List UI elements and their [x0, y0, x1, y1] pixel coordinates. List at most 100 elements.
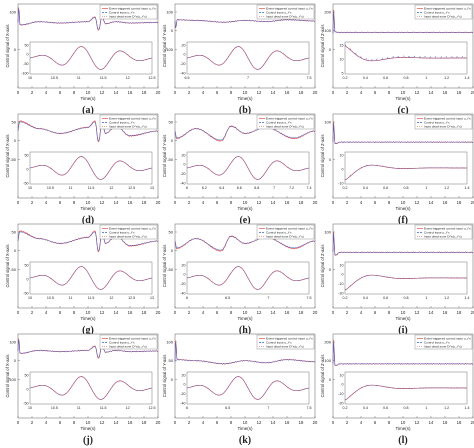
legend-label: Input dead-zone D^x(u_i^x)	[424, 15, 462, 19]
inset-y-tick-label: 0	[27, 387, 29, 391]
y-axis-label: Control signal of X-axis	[5, 244, 10, 287]
legend-label: Input dead-zone D^x(u_i^x)	[266, 235, 304, 239]
inset-x-tick-label: 11	[69, 296, 73, 300]
inset-y-tick-label: -50	[23, 181, 28, 185]
x-tick-label: 20	[313, 200, 318, 205]
legend-label: Input dead-zone D^x(u_i^x)	[109, 235, 147, 239]
x-tick-label: 18	[457, 420, 462, 425]
x-tick-label: 4	[45, 90, 48, 95]
x-tick-label: 10	[86, 420, 91, 425]
panel-e: Control signal of Y-axis 0 2 4 6 8 10 12 14 16 18 2…	[162, 113, 318, 226]
x-tick-label: 10	[243, 200, 248, 205]
inset-y-tick-label: 50	[25, 43, 29, 47]
x-tick-label: 10	[401, 90, 406, 95]
x-tick-label: 0	[17, 420, 20, 425]
x-tick-label: 8	[230, 200, 233, 205]
x-tick-label: 0	[332, 310, 335, 315]
x-axis-label: Time(s)	[237, 206, 253, 211]
x-tick-label: 4	[45, 200, 48, 205]
inset: 6 6.5 7 7.5 20 0 -20 -40	[180, 261, 312, 300]
panel-label: (d)	[82, 215, 94, 226]
x-tick-label: 2	[188, 90, 191, 95]
legend-label: Event-triggered control input u_i^x	[109, 7, 156, 11]
x-tick-label: 20	[471, 420, 474, 425]
inset-x-tick-label: 0.8	[404, 406, 409, 410]
legend-label: Input dead-zone D^x(u_i^x)	[266, 15, 304, 19]
x-tick-label: 0	[17, 310, 20, 315]
x-tick-label: 20	[156, 420, 161, 425]
y-tick-label: 0	[329, 47, 332, 52]
inset-y-tick-label: 0	[342, 167, 344, 171]
x-tick-label: 6	[374, 310, 377, 315]
inset-y-tick-label: -40	[180, 401, 185, 405]
inset-x-tick-label: 6.5	[185, 76, 190, 80]
series-line-control	[332, 342, 474, 366]
x-axis-label: Time(s)	[395, 96, 411, 101]
panel-label: (k)	[239, 435, 251, 446]
x-tick-label: 14	[429, 310, 434, 315]
x-tick-label: 2	[346, 310, 349, 315]
inset-y-tick-label: -50	[23, 401, 28, 405]
x-tick-label: 4	[202, 310, 205, 315]
x-axis-label: Time(s)	[395, 426, 411, 431]
inset-series-control	[29, 46, 153, 70]
x-tick-label: 12	[257, 200, 262, 205]
legend-frame	[256, 334, 315, 350]
x-axis-label: Time(s)	[80, 206, 96, 211]
inset-series-control	[186, 156, 310, 180]
x-tick-label: 2	[31, 420, 34, 425]
panel-g: Control signal of X-axis 0 2 4 6 8 10 12 14 16 18 2…	[5, 223, 161, 336]
inset-x-tick-label: 1.2	[444, 406, 449, 410]
x-tick-label: 6	[59, 200, 62, 205]
legend-label: Event-triggered control input u_i^x	[424, 7, 471, 11]
inset-x-tick-label: 12.5	[149, 406, 156, 410]
x-tick-label: 4	[360, 310, 363, 315]
inset-x-tick-label: 0.2	[343, 296, 348, 300]
inset-x-tick-label: 0.8	[404, 76, 409, 80]
x-tick-label: 6	[216, 200, 219, 205]
y-tick-label: 0	[171, 138, 174, 143]
y-axis-label: Control signal of Y-axis	[162, 25, 167, 68]
y-tick-label: 100	[324, 120, 331, 125]
x-axis-label: Time(s)	[80, 96, 96, 101]
legend-frame	[414, 114, 473, 130]
x-tick-label: 4	[202, 200, 205, 205]
inset-x-tick-label: 6.8	[254, 186, 259, 190]
x-tick-label: 16	[285, 200, 290, 205]
x-tick-label: 18	[142, 420, 147, 425]
inset-x-tick-label: 12	[109, 296, 113, 300]
x-tick-label: 8	[73, 200, 76, 205]
inset-x-tick-label: 7.5	[307, 406, 312, 410]
legend-label: Input dead-zone D^x(u_i^x)	[109, 345, 147, 349]
inset-x-tick-label: 11.5	[100, 406, 107, 410]
x-tick-label: 4	[360, 420, 363, 425]
y-axis-label: Control signal of X-axis	[5, 134, 10, 177]
legend: Event-triggered control input u_i^xContr…	[99, 4, 158, 20]
inset-x-tick-label: 0.4	[363, 296, 368, 300]
y-tick-label: 100	[324, 28, 331, 33]
legend-label: Input dead-zone D^x(u_i^x)	[424, 125, 462, 129]
legend-frame	[414, 4, 473, 20]
legend: Event-triggered control input u_i^xContr…	[414, 334, 473, 350]
legend-label: Control input u_i^x	[266, 231, 292, 235]
x-tick-label: 0	[174, 90, 177, 95]
legend-frame	[99, 4, 158, 20]
inset: 0.2 0.4 0.6 0.8 1 1.2 1.4 15 10 5	[340, 41, 470, 80]
x-tick-label: 2	[188, 200, 191, 205]
inset-x-tick-label: 7.2	[289, 186, 294, 190]
inset-y-tick-label: 50	[25, 263, 29, 267]
y-tick-label: 200	[324, 10, 331, 15]
x-tick-label: 20	[156, 90, 161, 95]
y-tick-label: 0	[14, 138, 17, 143]
legend-frame	[256, 114, 315, 130]
x-tick-label: 0	[174, 310, 177, 315]
inset-y-tick-label: 50	[25, 153, 29, 157]
inset-x-tick-label: 10.5	[51, 406, 58, 410]
inset-x-tick-label: 13	[150, 296, 154, 300]
inset-y-tick-label: 0	[184, 53, 186, 57]
inset-x-tick-label: 7.5	[307, 76, 312, 80]
inset: 6 6.2 6.4 6.6 6.8 7 7.2 7.4 20 0 -20 -40	[180, 151, 312, 190]
y-tick-label: 100	[166, 340, 173, 345]
inset-y-tick-label: -20	[180, 392, 185, 396]
